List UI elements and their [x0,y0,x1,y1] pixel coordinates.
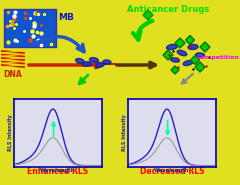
Y-axis label: RLS Intensity: RLS Intensity [122,115,127,151]
FancyArrowPatch shape [182,74,193,84]
Ellipse shape [76,58,84,63]
Ellipse shape [90,58,98,62]
Polygon shape [191,56,199,65]
Ellipse shape [167,44,177,50]
Ellipse shape [83,62,91,66]
Text: Anticancer Drugs: Anticancer Drugs [127,5,209,14]
FancyArrowPatch shape [79,75,88,84]
Ellipse shape [177,50,187,56]
Text: Decreased RLS: Decreased RLS [140,167,204,176]
Y-axis label: RLS Intensity: RLS Intensity [8,115,13,151]
Ellipse shape [103,60,111,64]
Polygon shape [195,62,205,72]
FancyArrowPatch shape [32,36,84,52]
Text: Enhanced RLS: Enhanced RLS [27,167,89,176]
Polygon shape [175,38,185,48]
FancyBboxPatch shape [4,9,56,47]
Ellipse shape [188,44,198,50]
X-axis label: Wavelength: Wavelength [154,168,190,173]
X-axis label: Wavelength: Wavelength [40,168,76,173]
Polygon shape [171,66,179,74]
FancyArrowPatch shape [133,21,152,40]
Text: Competition: Competition [197,55,240,60]
Polygon shape [163,50,173,60]
Ellipse shape [183,60,193,65]
Polygon shape [186,36,194,45]
Text: MB: MB [58,13,74,21]
Ellipse shape [96,63,104,68]
Ellipse shape [196,53,204,57]
Polygon shape [143,10,153,20]
Ellipse shape [171,58,180,62]
Polygon shape [200,42,210,52]
Text: DNA: DNA [3,70,22,79]
